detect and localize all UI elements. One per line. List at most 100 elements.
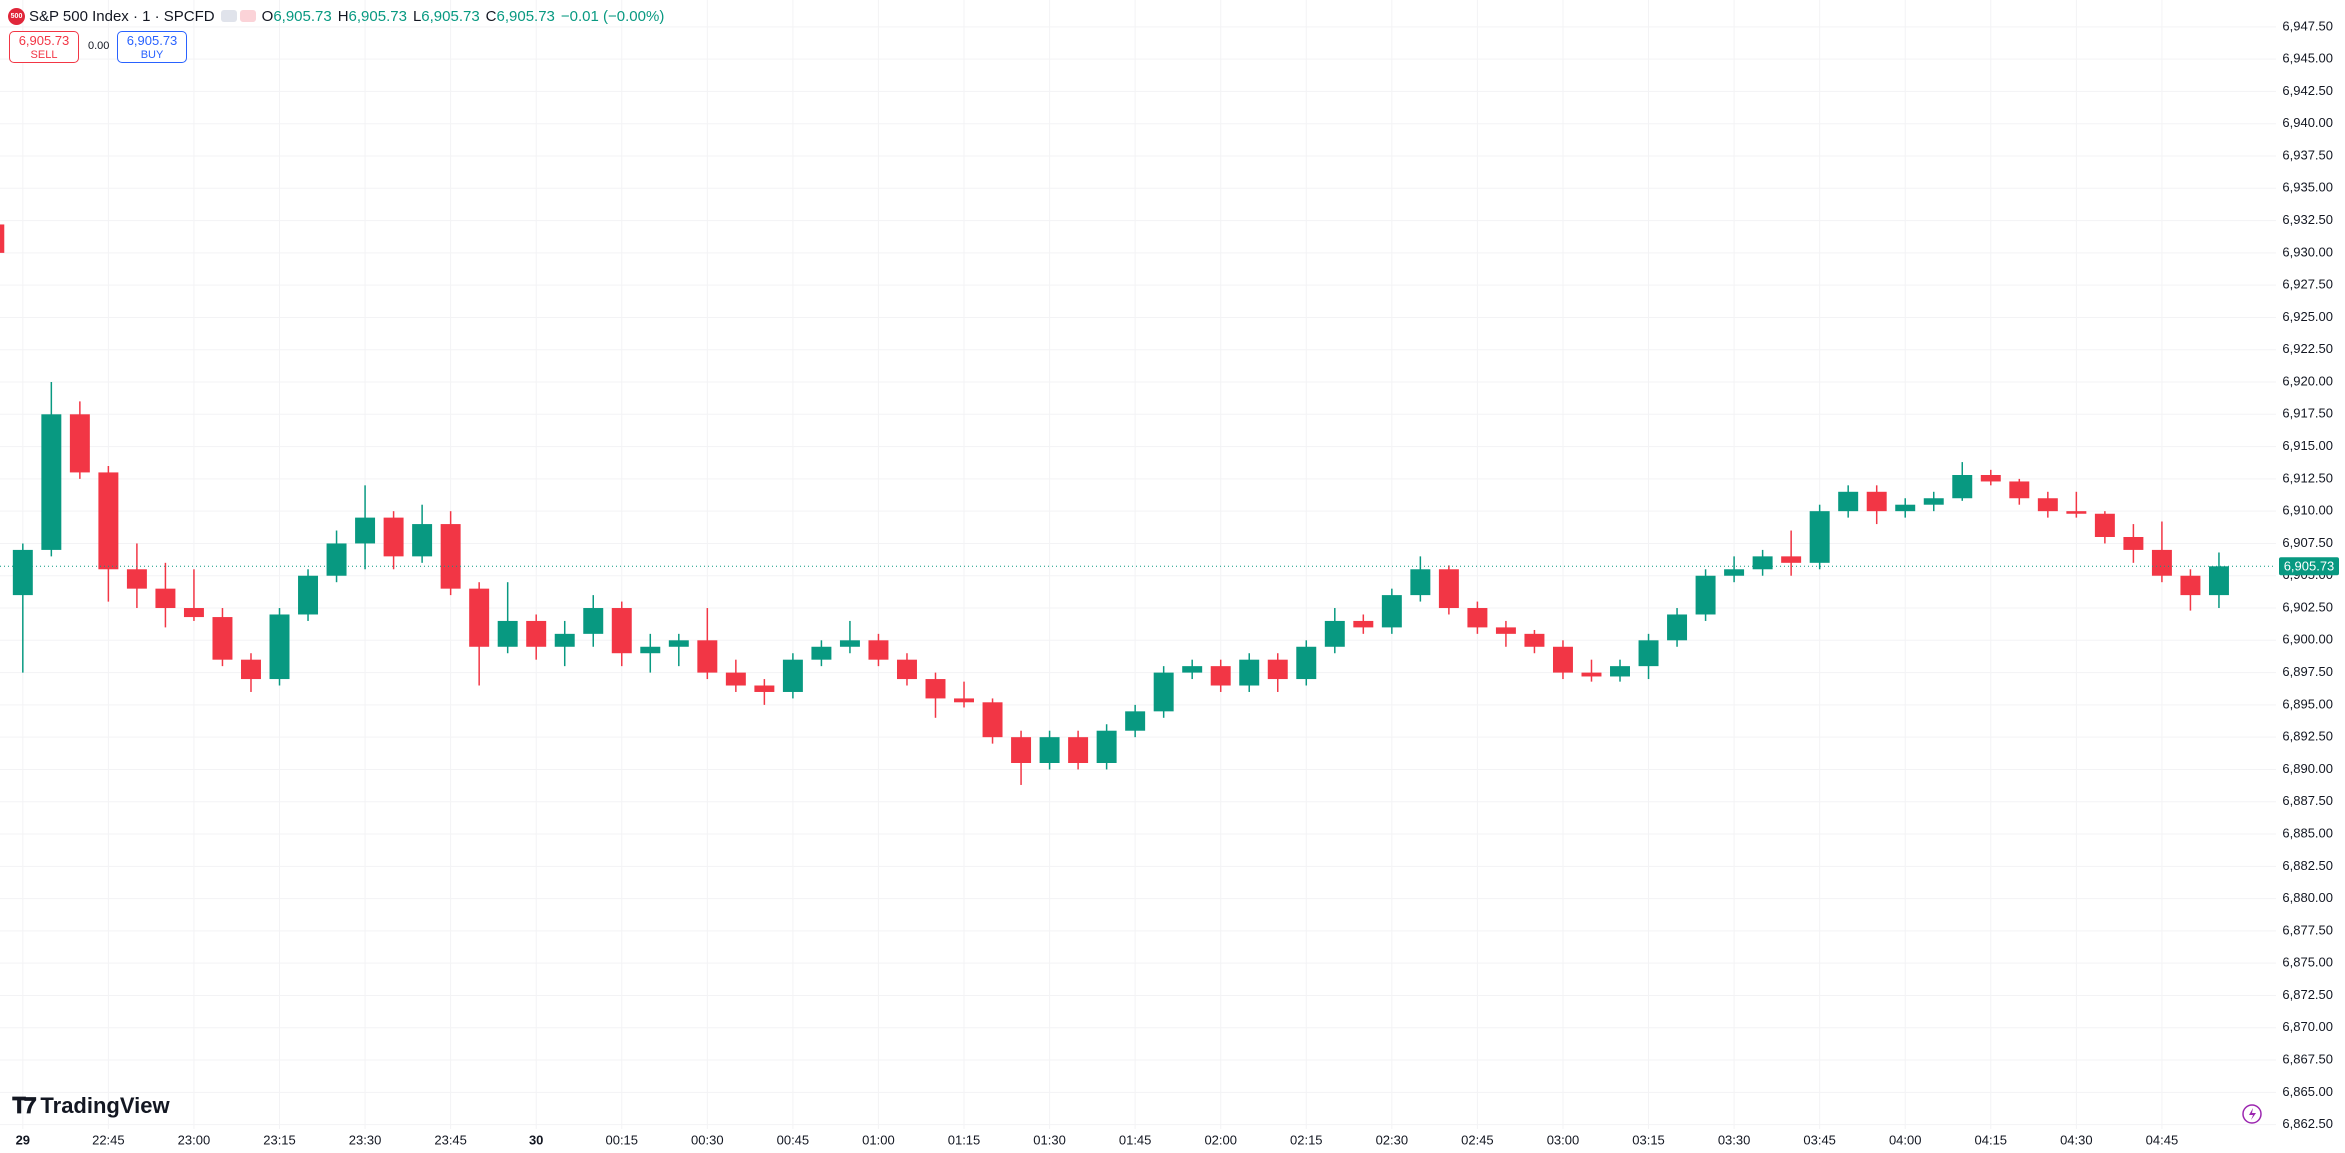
y-tick-label: 6,920.00 [2282, 373, 2333, 388]
candle-body [1495, 627, 1516, 634]
y-tick-label: 6,862.50 [2282, 1116, 2333, 1131]
y-tick-label: 6,915.00 [2282, 438, 2333, 453]
candle-body [725, 672, 746, 686]
y-tick-label: 6,925.00 [2282, 309, 2333, 324]
y-tick-label: 6,945.00 [2282, 51, 2333, 66]
x-tick-label: 01:00 [862, 1132, 895, 1147]
ohlc-item: H6,905.73 [338, 8, 407, 25]
y-tick-label: 6,895.00 [2282, 696, 2333, 711]
candle-body [0, 224, 5, 253]
ohlc-value: 6,905.73 [273, 7, 332, 25]
last-price-badge [2279, 557, 2339, 576]
sell-label: SELL [30, 49, 58, 61]
candles [0, 224, 2229, 785]
candle-body [1182, 666, 1203, 673]
y-tick-label: 6,900.00 [2282, 632, 2333, 647]
x-tick-label: 03:15 [1632, 1132, 1665, 1147]
candle-body [1838, 491, 1859, 512]
candle-body [69, 414, 90, 473]
toggle-button[interactable] [239, 10, 256, 22]
x-tick-label: 00:30 [691, 1132, 724, 1147]
candle-body [183, 608, 204, 618]
y-tick-label: 6,927.50 [2282, 277, 2333, 292]
candle-body [1239, 659, 1260, 686]
spread: 0.00 [88, 40, 110, 52]
candle-body [155, 588, 176, 609]
buy-button[interactable]: 6,905.73 BUY [117, 31, 187, 63]
candle-body [326, 543, 347, 576]
candle-body [1638, 640, 1659, 667]
alert-bolt [2249, 1108, 2256, 1120]
candle-body [839, 640, 860, 647]
candle-body [1324, 620, 1345, 647]
candle-body [2037, 498, 2058, 512]
axes: 6,862.50 6,865.00 6,867.50 6,870.00 6,872.50… [0, 18, 2339, 1147]
x-tick-label: 30 [529, 1132, 543, 1147]
candle-body [1381, 595, 1402, 628]
x-tick-label: 02:15 [1290, 1132, 1323, 1147]
alert-icon[interactable] [2242, 1104, 2262, 1124]
candle-body [383, 517, 404, 557]
x-tick-label: 01:30 [1033, 1132, 1066, 1147]
candle-body [1125, 711, 1146, 731]
candle-body [1552, 646, 1573, 673]
candle-body [1895, 504, 1916, 512]
candle-body [925, 679, 946, 699]
x-tick-label: 03:30 [1718, 1132, 1751, 1147]
candle-body [126, 569, 147, 589]
candle-body [1724, 569, 1745, 576]
candle-body [469, 588, 490, 647]
y-tick-label: 6,930.00 [2282, 244, 2333, 259]
brand-logo[interactable]: 𝐓𝟕 TradingView [12, 1093, 170, 1119]
symbol-title[interactable]: S&P 500 Index · 1 · SPCFD [29, 7, 215, 25]
x-tick-label: 04:45 [2146, 1132, 2179, 1147]
candle-body [782, 659, 803, 692]
x-tick-label: 00:15 [605, 1132, 638, 1147]
candle-body [1011, 737, 1032, 763]
ohlc-item: C6,905.73 [486, 8, 555, 25]
y-tick-label: 6,890.00 [2282, 761, 2333, 776]
x-tick-label: 01:45 [1119, 1132, 1152, 1147]
y-tick-label: 6,912.50 [2282, 470, 2333, 485]
candle-body [1296, 646, 1317, 680]
x-tick-label: 22:45 [92, 1132, 125, 1147]
last-price-label: 6,905.73 [2284, 559, 2335, 574]
candle-body [1809, 511, 1830, 563]
x-tick-label: 00:45 [777, 1132, 810, 1147]
y-tick-label: 6,885.00 [2282, 825, 2333, 840]
candle-body [2094, 513, 2115, 537]
ohlc-item: O6,905.73 [262, 8, 332, 25]
candle-body [241, 659, 261, 680]
y-tick-label: 6,870.00 [2282, 1019, 2333, 1034]
change: −0.01 (−0.00%) [560, 7, 665, 25]
sell-button[interactable]: 6,905.73 SELL [9, 31, 79, 63]
candle-body [1866, 491, 1887, 512]
ohlc-key: O [261, 7, 274, 25]
candle-body [1068, 737, 1089, 763]
candle-body [1667, 614, 1688, 641]
candle-body [1923, 498, 1944, 505]
candle-body [212, 617, 233, 660]
candle-body [2123, 536, 2144, 550]
x-tick-label: 04:15 [1975, 1132, 2008, 1147]
y-tick-label: 6,922.50 [2282, 341, 2333, 356]
ohlc-value: 6,905.73 [421, 7, 480, 25]
candle-body [811, 646, 832, 660]
y-tick-label: 6,875.00 [2282, 955, 2333, 970]
y-tick-label: 6,867.50 [2282, 1051, 2333, 1066]
y-tick-label: 6,917.50 [2282, 406, 2333, 421]
toggle-button[interactable] [220, 10, 237, 22]
y-tick-label: 6,892.50 [2282, 729, 2333, 744]
candle-body [12, 549, 33, 596]
ohlc-item: L6,905.73 [413, 8, 480, 25]
brand-mark: 𝐓𝟕 [12, 1093, 36, 1118]
candle-body [554, 633, 575, 647]
candle-body [2066, 511, 2087, 514]
y-tick-label: 6,942.50 [2282, 83, 2333, 98]
candle-body [1210, 666, 1231, 686]
candle-body [896, 659, 917, 680]
candle-body [611, 608, 632, 654]
candle-body [2009, 481, 2030, 499]
